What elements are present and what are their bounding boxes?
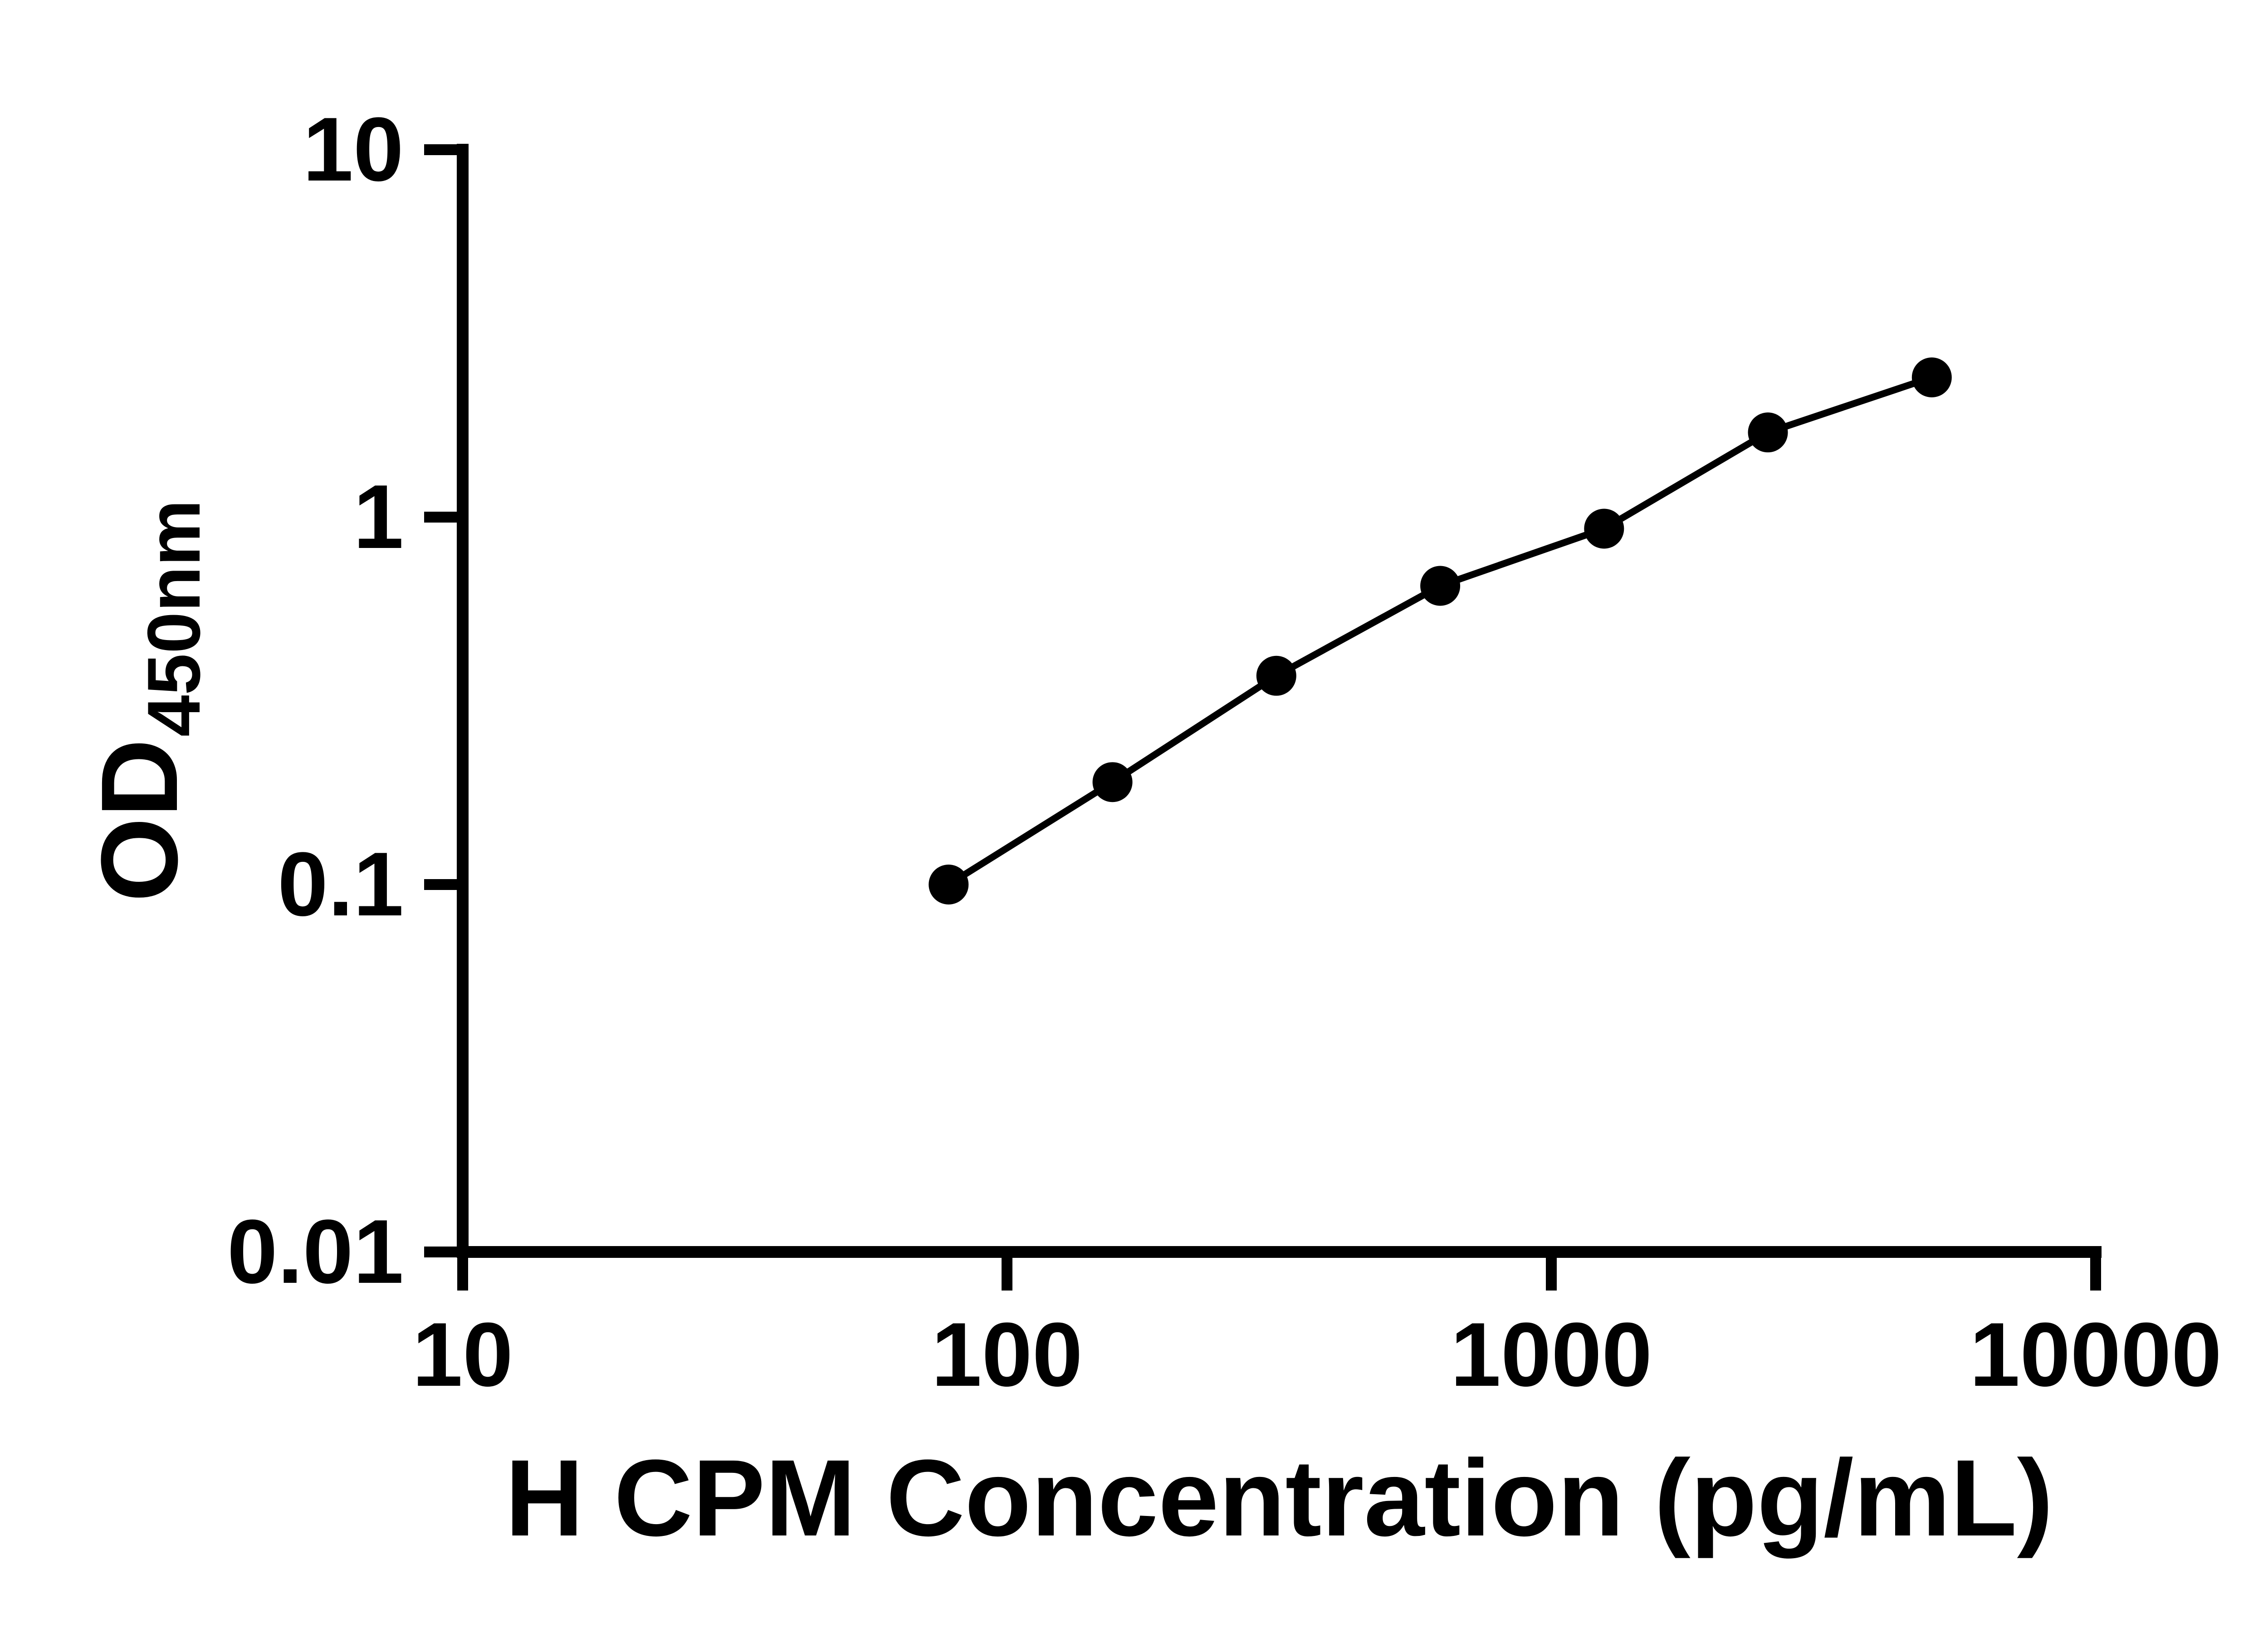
standard-curve-line bbox=[945, 374, 1936, 888]
x-tick-label: 10 bbox=[412, 1304, 513, 1405]
y-axis-title-sub: 450nm bbox=[132, 499, 215, 737]
data-point-marker bbox=[929, 865, 969, 905]
y-tick-label: 10 bbox=[303, 99, 404, 200]
y-tick-label: 0.1 bbox=[278, 834, 404, 935]
x-tick-label: 1000 bbox=[1451, 1304, 1652, 1405]
data-point-marker bbox=[1911, 357, 1952, 397]
x-axis-title: H CPM Concentration (pg/mL) bbox=[505, 1437, 2053, 1559]
axis-spines bbox=[457, 144, 2102, 1258]
x-tick-label: 100 bbox=[931, 1304, 1083, 1405]
data-point-marker bbox=[1584, 508, 1624, 549]
tick-labels: 10 100 1000 10000 0.01 0.1 1 10 bbox=[227, 99, 2222, 1405]
data-point-marker bbox=[1748, 412, 1788, 453]
data-series bbox=[929, 357, 1952, 905]
y-axis-title: OD 450nm bbox=[78, 499, 215, 902]
data-point-marker bbox=[1256, 655, 1296, 696]
y-tick-label: 1 bbox=[353, 466, 404, 567]
x-tick-label: 10000 bbox=[1970, 1304, 2222, 1405]
y-axis-title-main: OD bbox=[78, 739, 200, 902]
y-tick-label: 0.01 bbox=[227, 1201, 404, 1302]
data-point-marker bbox=[1420, 566, 1461, 606]
tick-marks bbox=[424, 144, 2101, 1291]
axes bbox=[457, 144, 2102, 1258]
data-point-marker bbox=[1092, 762, 1133, 802]
